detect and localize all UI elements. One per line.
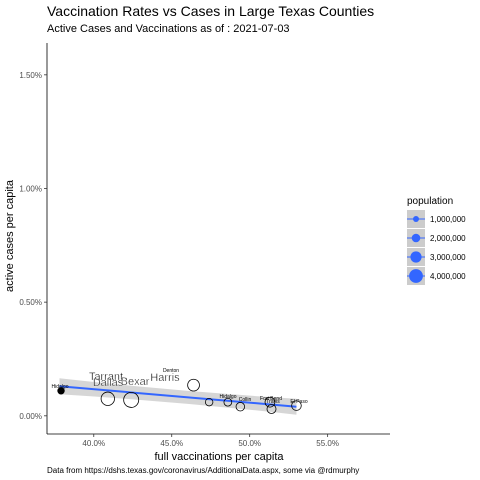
legend-label: 3,000,000 <box>430 253 466 262</box>
point-label: Bexar <box>121 376 150 388</box>
data-point[interactable] <box>235 402 246 412</box>
legend-label: 2,000,000 <box>430 234 466 243</box>
chart-subtitle: Active Cases and Vaccinations as of : 20… <box>47 23 290 35</box>
y-axis-title: active cases per capita <box>4 179 16 292</box>
chart-title: Vaccination Rates vs Cases in Large Texa… <box>47 3 374 19</box>
trend-line <box>59 385 297 408</box>
y-tick-label: 0.50% <box>19 298 42 307</box>
x-tick-label: 55.0% <box>316 439 339 448</box>
data-point[interactable] <box>223 397 233 407</box>
point-label: Denton <box>163 368 179 374</box>
x-tick-label: 45.0% <box>160 439 183 448</box>
x-tick-label: 40.0% <box>82 439 105 448</box>
data-point[interactable] <box>204 397 214 407</box>
point-label: Collin <box>239 397 252 403</box>
y-tick-label: 1.50% <box>19 71 42 80</box>
data-point[interactable] <box>123 391 140 408</box>
legend-key-dot <box>409 269 423 283</box>
data-point[interactable] <box>291 400 302 411</box>
y-tick-label: 0.00% <box>19 412 42 421</box>
y-tick-label: 1.00% <box>19 184 42 193</box>
point-label: El Paso <box>290 399 307 405</box>
point-label: Fort Bend <box>260 396 282 402</box>
legend-label: 4,000,000 <box>430 272 466 281</box>
x-axis: 40.0% 45.0% 50.0% 55.0% <box>47 433 390 448</box>
point-label: Travis <box>266 399 280 405</box>
legend-title: population <box>407 196 453 207</box>
legend: population 1,000,000 2,000,000 3,000,000 4,… <box>407 196 466 285</box>
point-label: Hidalgo <box>52 384 69 390</box>
point-label: Harris <box>150 372 180 384</box>
data-point[interactable] <box>187 378 200 392</box>
x-tick-label: 50.0% <box>238 439 261 448</box>
point-label: Dallas <box>93 377 124 389</box>
data-point[interactable] <box>57 387 65 395</box>
legend-key-dot <box>410 251 422 263</box>
chart-caption: Data from https://dshs.texas.gov/coronav… <box>47 466 359 475</box>
legend-label: 1,000,000 <box>430 215 466 224</box>
point-label: Hidalgo <box>220 394 237 400</box>
y-axis: 0.00% 0.50% 1.00% 1.50% <box>19 43 48 434</box>
data-point[interactable] <box>266 404 277 414</box>
data-point[interactable] <box>264 396 276 408</box>
point-label: Tarrant <box>89 371 123 383</box>
legend-key-dot <box>411 233 421 243</box>
x-axis-title: full vaccinations per capita <box>154 451 284 463</box>
legend-key-dot <box>413 216 419 222</box>
data-point[interactable] <box>100 391 115 406</box>
